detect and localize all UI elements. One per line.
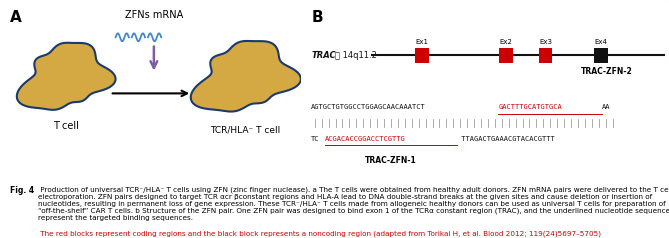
Polygon shape bbox=[17, 43, 116, 110]
Text: AGTGCTGTGGCCTGGAGCAACAAATCT: AGTGCTGTGGCCTGGAGCAACAAATCT bbox=[311, 104, 426, 110]
Text: TRAC-ZFN-2: TRAC-ZFN-2 bbox=[581, 67, 632, 76]
Text: Ex2: Ex2 bbox=[500, 40, 512, 45]
Text: Ex4: Ex4 bbox=[595, 40, 607, 45]
Text: The red blocks represent coding regions and the black block represents a noncodi: The red blocks represent coding regions … bbox=[38, 230, 601, 237]
Text: Ex3: Ex3 bbox=[539, 40, 552, 45]
Bar bbox=[594, 48, 607, 63]
Text: AA: AA bbox=[602, 104, 611, 110]
Text: ACGACACCGGACCTCGTTG: ACGACACCGGACCTCGTTG bbox=[325, 136, 406, 142]
Text: TRAC: TRAC bbox=[311, 51, 336, 60]
Text: Fig. 4: Fig. 4 bbox=[10, 186, 34, 195]
Text: Ex1: Ex1 bbox=[415, 40, 428, 45]
Text: A: A bbox=[9, 10, 21, 25]
Polygon shape bbox=[191, 41, 301, 112]
Text: GACTTTGCATGTGCA: GACTTTGCATGTGCA bbox=[498, 104, 562, 110]
Text: TTAGACTGAAACGTACACGTTT: TTAGACTGAAACGTACACGTTT bbox=[457, 136, 555, 142]
Text: ： 14q11.2: ： 14q11.2 bbox=[334, 51, 377, 60]
Text: TC: TC bbox=[311, 136, 320, 142]
Bar bbox=[539, 48, 552, 63]
Text: B: B bbox=[311, 10, 323, 25]
Text: TCR/HLA⁻ T cell: TCR/HLA⁻ T cell bbox=[210, 126, 280, 135]
Text: T cell: T cell bbox=[53, 121, 78, 131]
Bar bbox=[499, 48, 513, 63]
Text: TRAC-ZFN-1: TRAC-ZFN-1 bbox=[365, 156, 417, 165]
Bar bbox=[415, 48, 429, 63]
Text: ZFNs mRNA: ZFNs mRNA bbox=[124, 10, 183, 20]
Text: Production of universal TCR⁻/HLA⁻ T cells using ZFN (zinc finger nuclease). a Th: Production of universal TCR⁻/HLA⁻ T cell… bbox=[38, 186, 669, 221]
